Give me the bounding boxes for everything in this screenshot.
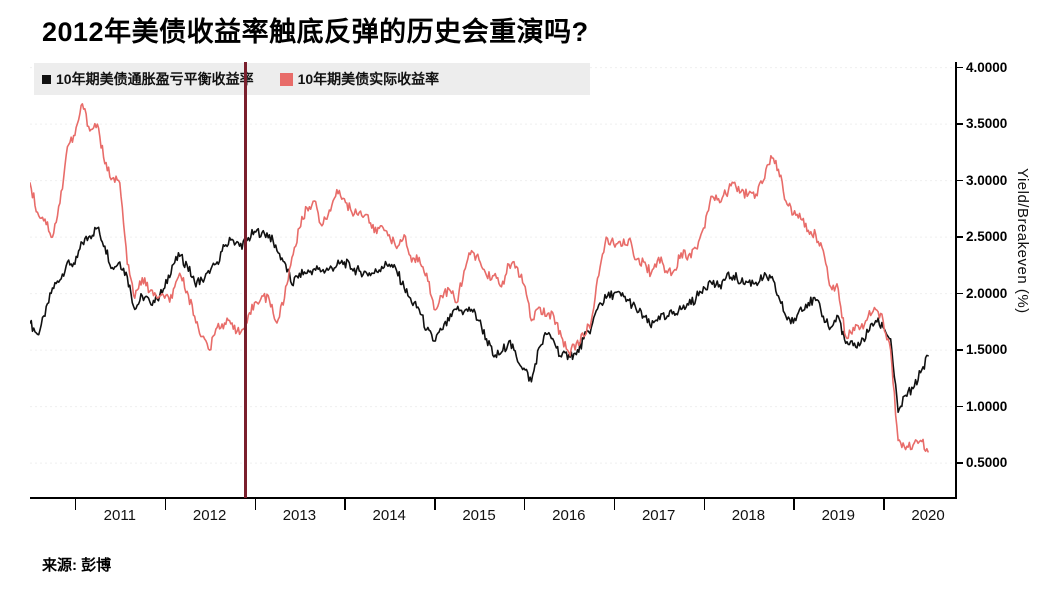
real-yield-series-marker-icon (279, 72, 293, 86)
x-axis-year-label: 2017 (641, 507, 676, 524)
x-axis-tick (703, 498, 706, 510)
x-axis-tick (613, 498, 616, 510)
y-axis-tick-label: 2.5000 (966, 229, 1008, 245)
x-axis-year-label: 2016 (552, 507, 586, 524)
y-axis-tick-label: 3.5000 (966, 116, 1008, 132)
y-axis-tick (956, 66, 963, 69)
x-axis-tick (164, 498, 167, 510)
legend-label-real-yield: 10年期美债实际收益率 (297, 71, 440, 87)
legend: 10年期美债通胀盈亏平衡收益率 10年期美债实际收益率 (34, 63, 590, 95)
x-axis-year-label: 2018 (731, 507, 766, 524)
y-axis-tick-label: 4.0000 (966, 59, 1008, 75)
x-axis-year-label: 2011 (103, 507, 136, 524)
x-axis-year-label: 2019 (821, 507, 855, 524)
x-axis-year-label: 2015 (462, 507, 496, 524)
y-axis-tick (956, 179, 963, 182)
y-axis-tick-label: 2.0000 (966, 285, 1008, 301)
y-axis-tick (956, 462, 963, 464)
y-axis-tick (956, 292, 963, 295)
x-axis-year-label: 2012 (192, 507, 227, 524)
chart-title: 2012年美债收益率触底反弹的历史会重演吗? (42, 17, 589, 47)
y-axis-title: Yield/Breakeven (%) (1014, 168, 1031, 314)
y-axis-line (955, 62, 957, 499)
x-axis-tick (254, 498, 256, 510)
x-axis-year-label: 2014 (372, 507, 406, 524)
legend-item-real-yield: 10年期美债实际收益率 (279, 69, 440, 89)
event-marker-vertical-line (244, 62, 247, 498)
chart-area: 10年期美债通胀盈亏平衡收益率 10年期美债实际收益率 (30, 62, 955, 497)
chart-canvas (30, 67, 955, 464)
y-axis-tick-label: 1.0000 (966, 398, 1008, 414)
x-axis-tick (434, 498, 436, 510)
y-axis-tick (956, 349, 963, 351)
x-axis-tick (523, 498, 526, 510)
x-axis-year-label: 2013 (282, 507, 317, 524)
y-axis-tick-label: 0.5000 (966, 455, 1008, 471)
x-axis-tick (883, 498, 885, 510)
y-axis-tick-label: 1.5000 (966, 342, 1008, 358)
x-axis-year-label: 2020 (911, 507, 945, 524)
legend-label-breakeven: 10年期美债通胀盈亏平衡收益率 (56, 71, 254, 87)
y-axis-tick-label: 3.0000 (966, 172, 1008, 188)
source-label: 来源: 彭博 (42, 557, 112, 574)
breakeven-series-marker-icon (42, 74, 51, 84)
x-axis-tick (793, 498, 795, 510)
x-axis-line (30, 497, 956, 499)
legend-item-breakeven: 10年期美债通胀盈亏平衡收益率 (42, 69, 254, 89)
y-axis-tick (956, 405, 963, 408)
y-axis-tick (956, 236, 963, 238)
y-axis-tick (956, 123, 963, 125)
x-axis-tick (74, 498, 77, 510)
x-axis-tick (344, 498, 346, 510)
